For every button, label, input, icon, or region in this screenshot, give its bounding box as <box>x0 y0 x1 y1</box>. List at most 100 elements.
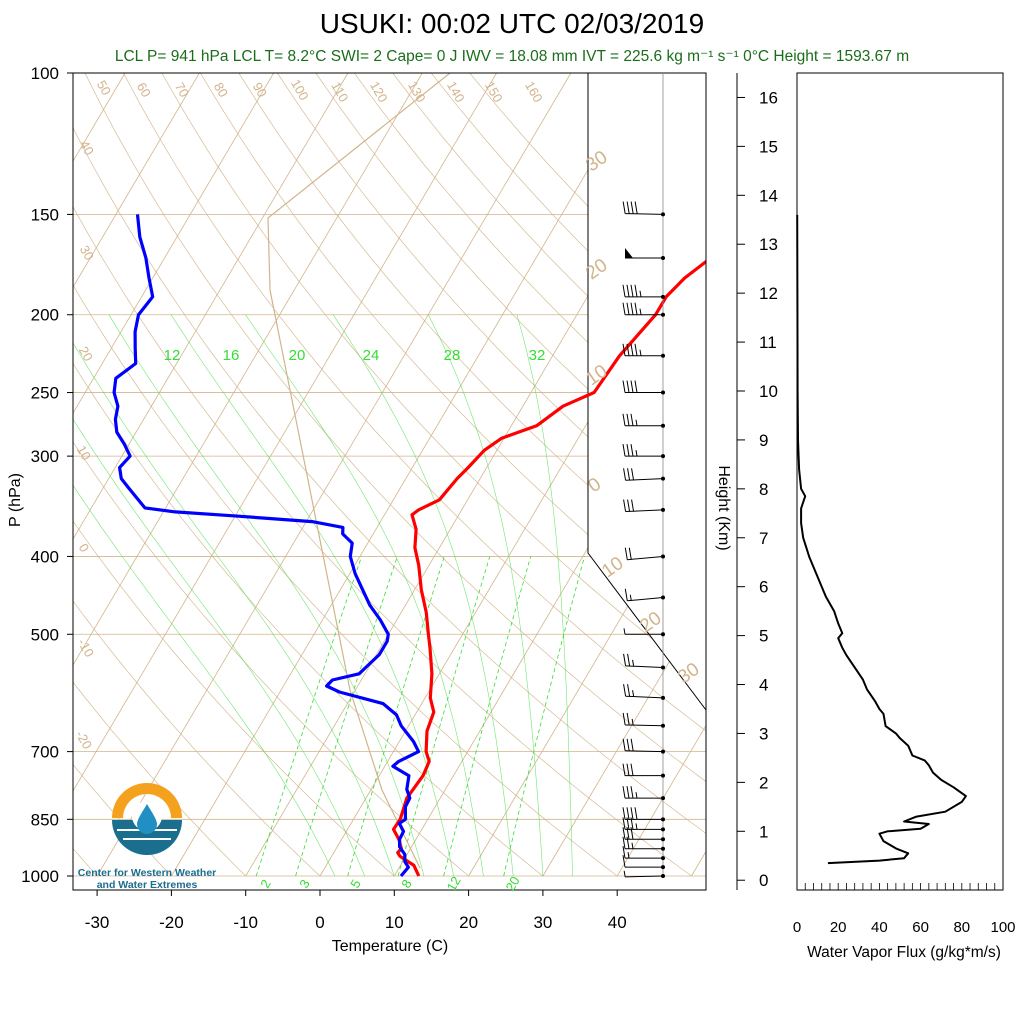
isotherm-line <box>691 850 706 877</box>
mixing-ratio-label: 20 <box>289 347 306 364</box>
isotherm-label: 100 <box>288 77 312 103</box>
x-tick-label: 30 <box>533 913 552 932</box>
water-drop-icon <box>137 804 157 834</box>
barb-shaft <box>625 750 664 753</box>
dry-adiabat-line <box>73 681 246 877</box>
barb-full <box>622 807 626 820</box>
mixing-ratio-line <box>347 556 445 877</box>
mixing-ratio-label: 3 <box>296 877 313 891</box>
barb-full <box>622 855 626 868</box>
barb-half <box>632 690 635 697</box>
barb-full <box>626 444 630 457</box>
barb-half <box>635 823 638 830</box>
isotherm-line <box>542 598 706 877</box>
moist-adiabat-line <box>245 314 484 877</box>
skew-t-axes <box>67 72 707 896</box>
barb-full <box>624 547 628 560</box>
wind-barb <box>624 588 665 602</box>
barb-full <box>630 738 634 751</box>
wind-barb <box>625 248 665 261</box>
barb-full <box>622 413 626 426</box>
barb-full <box>626 343 630 356</box>
isotherm-label: 50 <box>94 78 114 98</box>
barb-pennant <box>625 248 633 259</box>
height-tick-label: 0 <box>759 871 768 890</box>
isotherm-label: 80 <box>211 80 231 100</box>
barb-full <box>634 302 638 315</box>
isotherm-label: -20 <box>73 728 95 752</box>
wind-barb <box>622 855 665 870</box>
barb-shaft <box>625 509 664 513</box>
mixing-ratio-label: 2 <box>257 877 274 891</box>
isotherm-label: 140 <box>444 79 468 105</box>
barb-full <box>622 836 626 849</box>
mixing-ratio-label: 12 <box>443 874 463 894</box>
barb-full <box>622 846 626 859</box>
isotherm-line <box>73 73 349 540</box>
mixing-ratio-line <box>397 556 491 877</box>
barb-full <box>622 827 626 840</box>
isotherm-label: 150 <box>482 79 506 105</box>
barb-shaft <box>625 213 664 215</box>
x-tick-label: 20 <box>459 913 478 932</box>
wind-barb <box>622 284 665 299</box>
isotherm-label: 0 <box>76 541 93 555</box>
dry-adiabat-line <box>73 127 706 834</box>
barb-half <box>639 308 642 315</box>
y-tick-label: 200 <box>31 306 59 325</box>
skew-t-series <box>112 73 706 878</box>
barb-half <box>631 842 634 849</box>
parcel-curve <box>267 73 451 869</box>
barb-full <box>622 380 626 393</box>
wind-barb <box>622 763 665 778</box>
barb-full <box>622 817 626 830</box>
isotherm-line <box>73 73 200 288</box>
barb-full <box>634 201 638 214</box>
moist-adiabat-line <box>428 314 544 877</box>
barb-shaft <box>627 555 664 561</box>
barb-half <box>632 659 635 666</box>
barb-full <box>630 380 634 393</box>
barb-full <box>626 807 630 820</box>
y-tick-label: 500 <box>31 625 59 644</box>
isotherm-line <box>73 73 497 792</box>
mixing-ratio-line <box>255 556 362 877</box>
flux-profile-line <box>796 214 967 865</box>
barb-full <box>627 653 631 666</box>
chart-subtitle: LCL P= 941 hPa LCL T= 8.2°C SWI= 2 Cape=… <box>114 48 910 65</box>
sun-arc-icon <box>112 783 182 818</box>
barb-shaft <box>627 597 664 602</box>
x-tick-label: -20 <box>159 913 184 932</box>
x-tick-label: 10 <box>385 913 404 932</box>
wind-barb <box>623 870 665 878</box>
height-tick-label: 7 <box>759 529 768 548</box>
wind-barb <box>622 413 665 428</box>
wind-barb <box>623 684 665 700</box>
barb-half <box>639 349 642 356</box>
flux-tick-label: 60 <box>912 919 929 936</box>
height-tick-label: 13 <box>759 235 778 254</box>
plot-mask <box>587 73 707 890</box>
barb-shaft <box>625 875 664 878</box>
height-tick-label: 2 <box>759 773 768 792</box>
wind-barb <box>622 444 665 459</box>
dry-adiabat-line <box>73 284 618 877</box>
mixing-ratio-label: 32 <box>529 347 546 364</box>
barb-full <box>626 763 630 776</box>
isotherm-label: 70 <box>172 80 192 100</box>
dewpoint-profile-line <box>112 214 421 878</box>
barb-full <box>634 807 638 820</box>
barb-full <box>622 763 626 776</box>
barb-full <box>622 343 626 356</box>
barb-full <box>630 343 634 356</box>
dry-adiabat-line <box>469 73 706 320</box>
flux-tick-label: 80 <box>953 919 970 936</box>
barb-full <box>630 786 634 799</box>
barb-full <box>631 499 635 512</box>
barb-full <box>622 786 626 799</box>
dry-adiabat-line <box>238 73 706 587</box>
dry-adiabat-line <box>73 763 172 877</box>
y-tick-label: 300 <box>31 447 59 466</box>
flux-axis-title: Water Vapor Flux (g/kg*m/s) <box>807 944 1001 961</box>
